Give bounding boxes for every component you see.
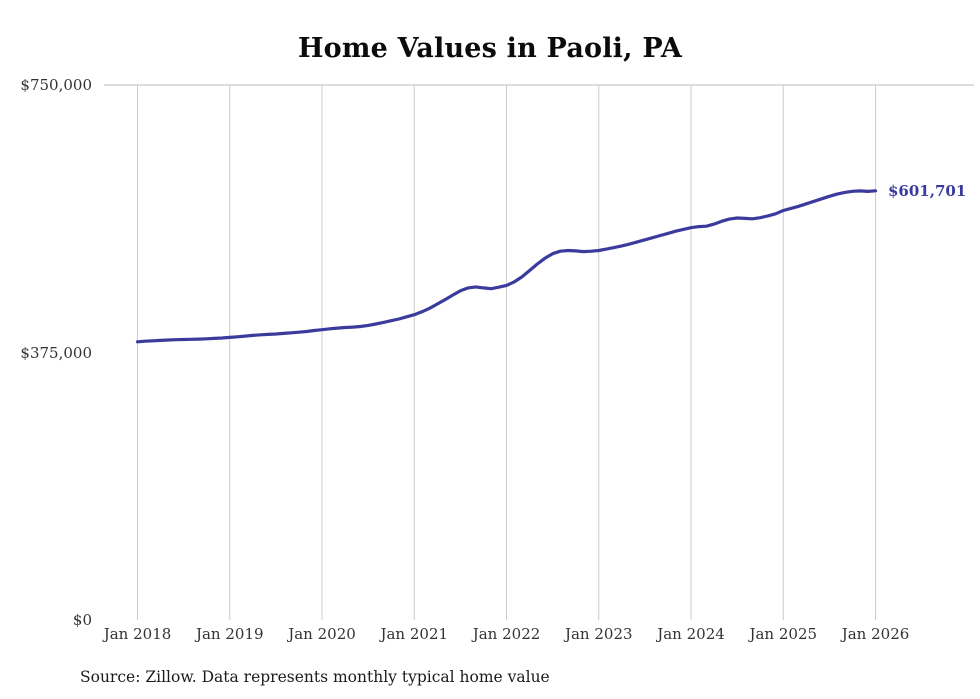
x-axis-tick-label: Jan 2020: [288, 625, 356, 643]
x-axis-tick-label: Jan 2025: [749, 625, 818, 643]
x-axis-tick-label: Jan 2019: [195, 625, 264, 643]
x-axis-tick-label: Jan 2018: [103, 625, 172, 643]
current-value-label: $601,701: [888, 181, 967, 200]
y-axis-tick-label: $750,000: [20, 76, 92, 94]
home-value-line: [135, 189, 878, 344]
y-axis-tick-label: $375,000: [20, 343, 92, 362]
x-axis-tick-label: Jan 2026: [841, 625, 910, 643]
y-axis-tick-label: $0: [72, 611, 92, 629]
chart-title: Home Values in Paoli, PA: [297, 33, 683, 64]
x-axis-tick-label: Jan 2023: [564, 625, 633, 643]
x-axis-tick-label: Jan 2022: [472, 625, 541, 643]
source-note: Source: Zillow. Data represents monthly …: [80, 668, 550, 686]
x-axis-tick-label: Jan 2024: [657, 625, 725, 643]
x-axis-tick-label: Jan 2021: [380, 625, 449, 643]
